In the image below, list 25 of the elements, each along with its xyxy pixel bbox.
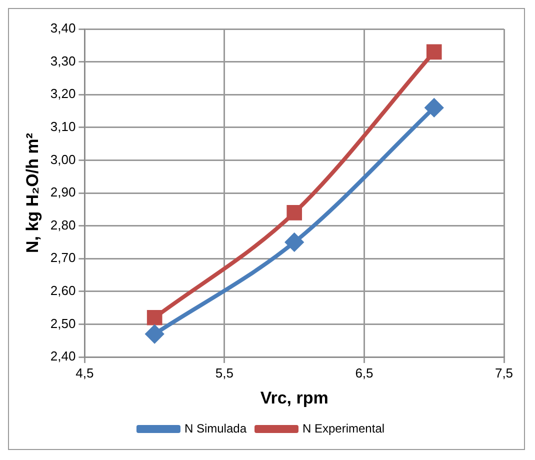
x-tick-label: 4,5: [76, 365, 94, 380]
y-tick-label: 2,80: [50, 217, 76, 232]
legend-label: N Simulada: [184, 421, 247, 436]
y-tick-label: 3,00: [50, 152, 76, 167]
y-tick-label: 3,10: [50, 118, 76, 134]
x-tick-label: 7,5: [494, 365, 514, 380]
point: [286, 205, 302, 220]
y-tick-label: 2,40: [50, 348, 76, 364]
y-tick-label: 3,30: [50, 53, 76, 68]
y-axis-title: N, kg H₂O/h m²: [22, 132, 42, 253]
point: [425, 98, 444, 117]
legend-label: N Experimental: [302, 421, 385, 436]
y-tick-label: 3,40: [50, 20, 76, 36]
y-tick-label: 2,90: [50, 184, 76, 200]
point: [146, 325, 164, 344]
point: [426, 44, 442, 60]
y-tick-label: 3,20: [50, 86, 76, 102]
x-axis-title: Vrc, rpm: [260, 388, 328, 408]
x-tick-label: 5,5: [215, 365, 234, 380]
point: [146, 310, 162, 326]
y-tick-label: 2,60: [50, 282, 76, 298]
y-tick-label: 2,50: [50, 316, 76, 331]
point: [285, 233, 304, 252]
y-tick-label: 2,70: [50, 250, 76, 266]
x-tick-label: 6,5: [355, 365, 374, 380]
